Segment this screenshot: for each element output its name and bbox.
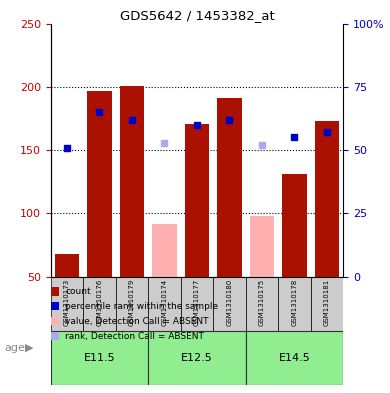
- Text: GSM1310175: GSM1310175: [259, 279, 265, 326]
- Bar: [181, 277, 213, 331]
- Bar: [246, 277, 278, 331]
- Bar: [51, 277, 83, 331]
- Bar: [87, 91, 112, 277]
- Bar: [217, 98, 242, 277]
- Bar: [213, 277, 246, 331]
- Bar: [148, 331, 246, 385]
- Text: ▶: ▶: [25, 343, 34, 353]
- Text: E11.5: E11.5: [83, 353, 115, 363]
- Title: GDS5642 / 1453382_at: GDS5642 / 1453382_at: [120, 9, 274, 22]
- Bar: [311, 277, 343, 331]
- Bar: [55, 254, 79, 277]
- Text: GSM1310174: GSM1310174: [161, 279, 167, 326]
- Bar: [315, 121, 339, 277]
- Bar: [278, 277, 311, 331]
- Text: GSM1310176: GSM1310176: [96, 279, 103, 326]
- Text: E12.5: E12.5: [181, 353, 213, 363]
- Text: GSM1310181: GSM1310181: [324, 279, 330, 326]
- Bar: [282, 174, 307, 277]
- Text: age: age: [4, 343, 25, 353]
- Bar: [246, 331, 343, 385]
- Text: value, Detection Call = ABSENT: value, Detection Call = ABSENT: [65, 317, 209, 325]
- Text: GSM1310178: GSM1310178: [291, 279, 298, 326]
- Bar: [152, 224, 177, 277]
- Text: GSM1310173: GSM1310173: [64, 279, 70, 326]
- Bar: [120, 86, 144, 277]
- Text: count: count: [65, 287, 91, 296]
- Text: GSM1310179: GSM1310179: [129, 279, 135, 326]
- Text: rank, Detection Call = ABSENT: rank, Detection Call = ABSENT: [65, 332, 204, 340]
- Bar: [83, 277, 116, 331]
- Bar: [185, 123, 209, 277]
- Text: GSM1310177: GSM1310177: [194, 279, 200, 326]
- Text: percentile rank within the sample: percentile rank within the sample: [65, 302, 218, 310]
- Text: GSM1310180: GSM1310180: [227, 279, 232, 326]
- Text: E14.5: E14.5: [278, 353, 310, 363]
- Bar: [116, 277, 148, 331]
- Bar: [148, 277, 181, 331]
- Bar: [51, 331, 148, 385]
- Bar: [250, 216, 274, 277]
